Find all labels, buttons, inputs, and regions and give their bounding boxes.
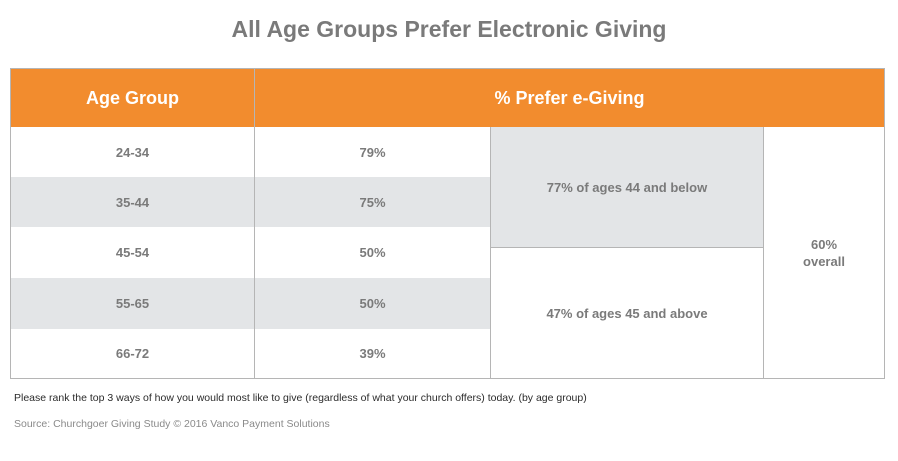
value-cell: 39%	[359, 346, 386, 361]
value-cell: 50%	[359, 296, 386, 311]
column-divider	[763, 127, 764, 378]
column-divider	[254, 69, 255, 378]
column-divider	[490, 127, 491, 378]
footnote: Please rank the top 3 ways of how you wo…	[14, 392, 587, 404]
age-cell: 45-54	[115, 245, 150, 260]
chart-title: All Age Groups Prefer Electronic Giving	[231, 16, 667, 42]
row-shade	[11, 278, 491, 329]
group-cell-45-and-above: 47% of ages 45 and above	[546, 305, 708, 321]
header-prefer-egiving: % Prefer e-Giving	[255, 69, 884, 127]
row-shade	[11, 177, 491, 227]
age-cell: 55-65	[115, 296, 150, 311]
value-cell: 75%	[359, 194, 386, 210]
overall-label: overall	[803, 253, 845, 269]
age-cell: 24-34	[115, 144, 150, 160]
group-divider	[491, 247, 763, 248]
source-note: Source: Churchgoer Giving Study © 2016 V…	[14, 418, 330, 430]
group-cell-44-and-below: 77% of ages 44 and below	[546, 179, 708, 195]
data-table: Age Group % Prefer e-Giving 24-34 35-44 …	[10, 68, 885, 379]
age-cell: 66-72	[115, 346, 150, 361]
age-cell: 35-44	[115, 194, 150, 210]
value-cell: 50%	[359, 245, 386, 260]
overall-value: 60%	[810, 236, 838, 252]
group-shade	[491, 127, 763, 247]
value-cell: 79%	[359, 144, 386, 160]
overall-cell: 60% overall	[764, 127, 884, 378]
header-age-group: Age Group	[11, 69, 254, 127]
